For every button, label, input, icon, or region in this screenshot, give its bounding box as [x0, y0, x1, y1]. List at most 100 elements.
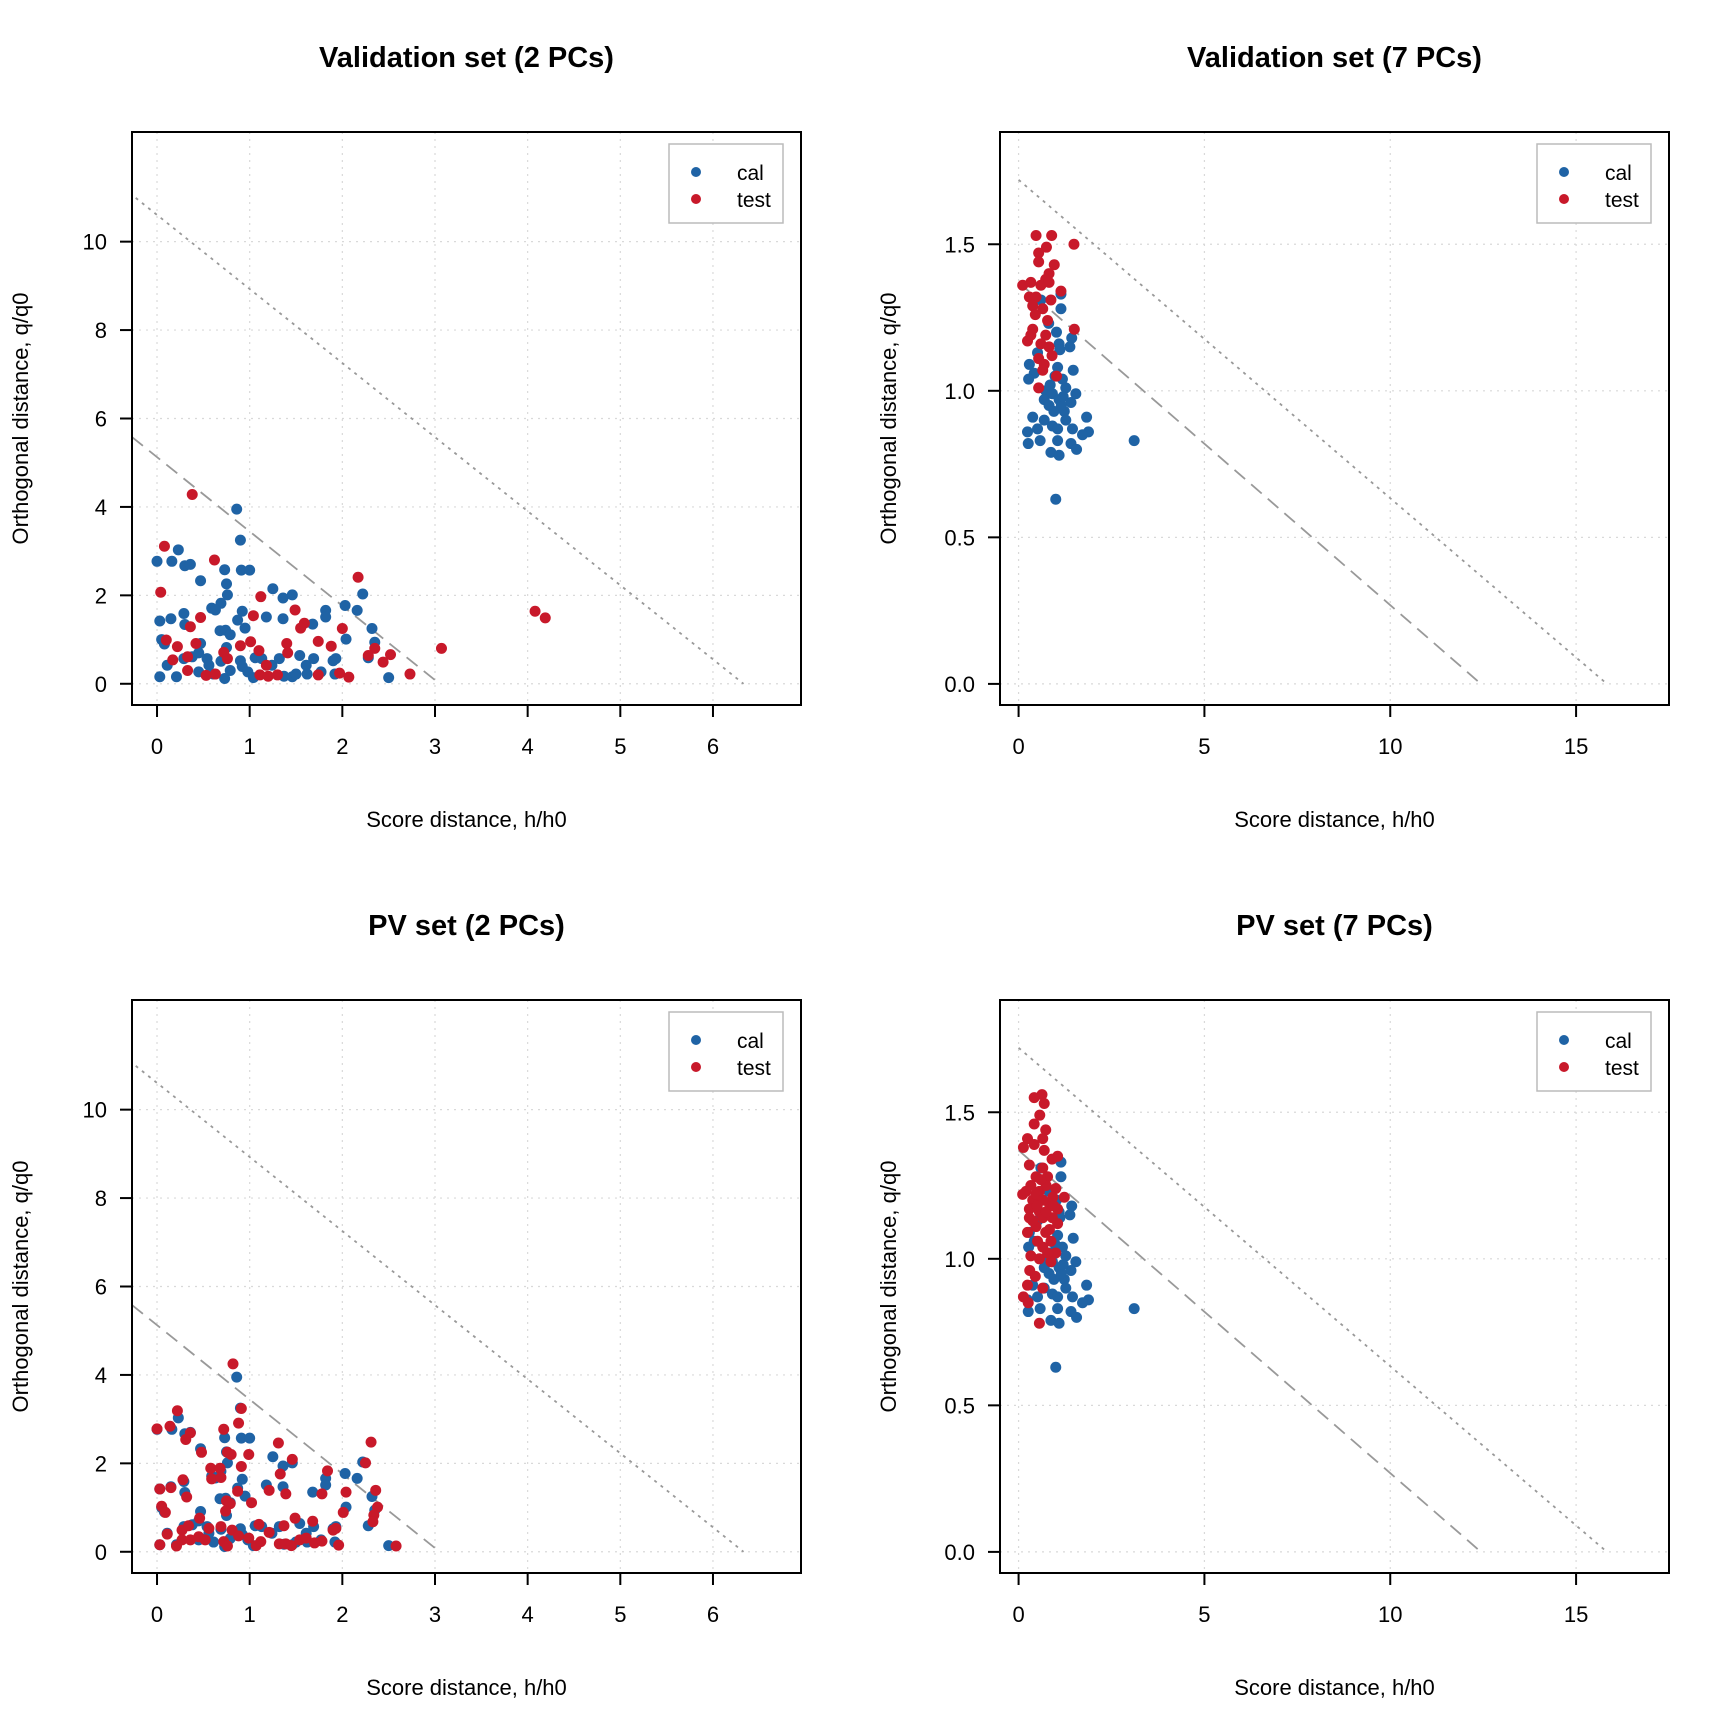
data-point-cal: [1077, 429, 1089, 441]
data-point-test: [325, 640, 337, 652]
data-point-cal: [1034, 1303, 1046, 1315]
chart-title: Validation set (7 PCs): [1187, 42, 1482, 74]
data-point-test: [370, 1484, 382, 1496]
data-point-test: [1029, 309, 1041, 321]
data-point-cal: [290, 668, 302, 680]
legend-marker-cal: [1559, 1035, 1569, 1045]
data-point-test: [182, 651, 194, 663]
data-point-cal: [166, 555, 178, 567]
x-tick-label: 15: [1564, 1602, 1588, 1627]
data-point-test: [182, 665, 194, 677]
legend: cal test: [668, 1011, 784, 1092]
data-point-test: [167, 654, 179, 666]
data-point-test: [194, 1512, 206, 1524]
y-tick-label: 1.5: [944, 232, 975, 257]
data-point-test: [218, 1423, 230, 1435]
data-point-test: [184, 621, 196, 633]
data-point-test: [246, 1497, 258, 1509]
data-point-cal: [1052, 423, 1064, 435]
data-point-cal: [1053, 449, 1065, 461]
data-point-cal: [273, 653, 285, 665]
x-tick-label: 5: [1198, 734, 1210, 759]
data-point-test: [1040, 241, 1052, 253]
data-point-cal: [330, 653, 342, 665]
data-point-test: [1045, 1235, 1057, 1247]
chart-panel: PV set (2 PCs) 0 1 2 3 4 5 6 0 2 4 6 8 10 Score distan…: [8, 910, 802, 1700]
data-point-test: [272, 1437, 284, 1449]
data-point-test: [1052, 1150, 1064, 1162]
y-tick-label: 2: [95, 1451, 107, 1476]
data-point-test: [1027, 300, 1039, 312]
data-point-test: [1031, 1200, 1043, 1212]
data-point-cal: [1066, 1291, 1078, 1303]
y-tick-label: 1.5: [944, 1100, 975, 1125]
data-point-test: [1033, 1253, 1045, 1265]
data-point-test: [1022, 1279, 1034, 1291]
legend-label-test: test: [737, 1057, 771, 1080]
data-point-test: [171, 641, 183, 653]
data-point-test: [278, 1520, 290, 1532]
data-point-test: [333, 1539, 345, 1551]
data-point-test: [343, 671, 355, 683]
data-point-test: [281, 638, 293, 650]
data-point-test: [1028, 1118, 1040, 1130]
data-point-test: [1040, 1206, 1052, 1218]
y-tick-label: 0.5: [944, 525, 975, 550]
data-point-test: [235, 1403, 247, 1415]
y-axis-label: Orthogonal distance, q/q0: [8, 293, 33, 545]
legend-box: [1536, 143, 1652, 224]
data-point-cal: [308, 653, 320, 665]
data-point-test: [1037, 303, 1049, 315]
data-point-cal: [260, 611, 272, 623]
data-point-test: [255, 591, 267, 603]
legend-marker-test: [1559, 1062, 1569, 1072]
data-point-cal: [1081, 1279, 1093, 1291]
data-point-cal: [339, 600, 351, 612]
data-point-cal: [320, 611, 332, 623]
data-point-test: [327, 1524, 339, 1536]
limit-line-dashed: [1017, 1149, 1482, 1553]
y-tick-label: 2: [95, 583, 107, 608]
data-point-cal: [1032, 423, 1044, 435]
data-point-test: [1068, 323, 1080, 335]
data-point-test: [1048, 1200, 1060, 1212]
data-point-cal: [231, 1371, 243, 1383]
data-point-test: [1033, 247, 1045, 259]
data-point-cal: [294, 649, 306, 661]
x-tick-label: 4: [522, 734, 534, 759]
data-point-test: [1029, 1270, 1041, 1282]
data-point-test: [1042, 1247, 1054, 1259]
data-point-test: [1028, 1138, 1040, 1150]
data-point-cal: [1048, 1273, 1060, 1285]
data-point-cal: [151, 555, 163, 567]
data-point-test: [165, 1482, 177, 1494]
limit-line-dotted: [1017, 1047, 1608, 1553]
data-point-test: [316, 1488, 328, 1500]
data-point-cal: [1128, 435, 1140, 447]
data-point-cal: [235, 564, 247, 576]
data-point-test: [377, 656, 389, 668]
limit-line-dotted: [1017, 179, 1608, 685]
y-tick-label: 0.0: [944, 1540, 975, 1565]
data-point-cal: [1060, 1282, 1072, 1294]
data-point-cal: [235, 1432, 247, 1444]
x-tick-label: 3: [429, 1602, 441, 1627]
data-point-test: [1050, 370, 1062, 382]
data-point-cal: [340, 633, 352, 645]
data-point-test: [340, 1486, 352, 1498]
data-point-cal: [300, 659, 312, 671]
data-point-cal: [209, 604, 221, 616]
data-point-test: [1037, 1133, 1049, 1145]
chart-panel: Validation set (2 PCs) 0 1 2 3 4 5 6 0 2 4 6 8 10 Scor…: [8, 42, 802, 832]
data-point-cal: [219, 564, 231, 576]
data-point-cal: [366, 623, 378, 635]
limit-line-dotted: [135, 1065, 745, 1553]
data-point-test: [300, 1532, 312, 1544]
data-point-test: [1046, 350, 1058, 362]
data-point-test: [180, 1433, 192, 1445]
x-tick-label: 2: [336, 1602, 348, 1627]
data-point-cal: [1055, 303, 1067, 315]
data-point-cal: [1050, 1361, 1062, 1373]
chart-title: PV set (7 PCs): [1236, 910, 1433, 942]
